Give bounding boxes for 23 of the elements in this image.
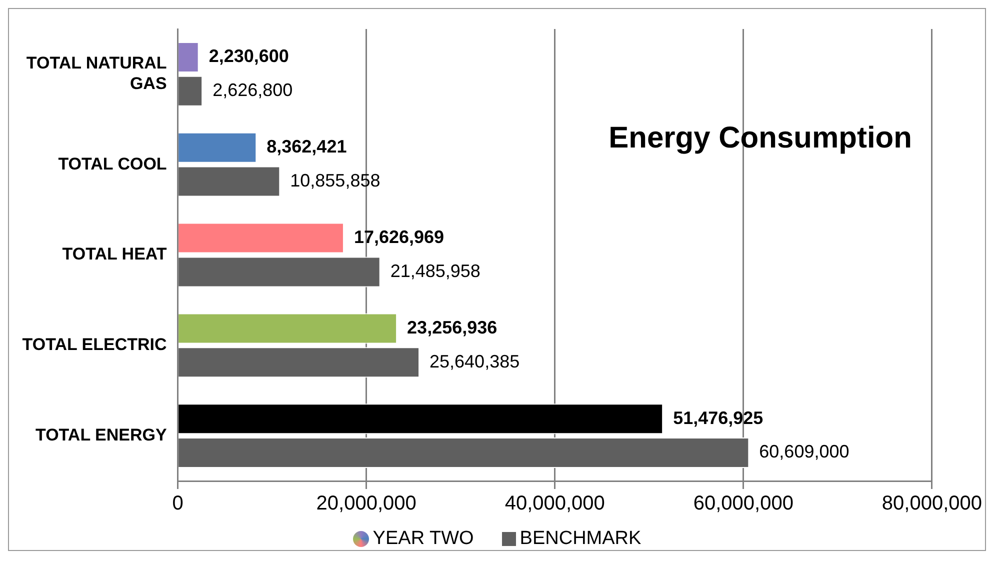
data-label: 21,485,958 xyxy=(390,260,480,281)
data-label: 2,230,600 xyxy=(208,46,289,66)
data-label: 8,362,421 xyxy=(266,136,347,157)
x-tick-label: 80,000,000 xyxy=(882,492,982,515)
data-label: 25,640,385 xyxy=(430,351,520,372)
y-tick-label: TOTAL HEAT xyxy=(62,244,168,264)
data-label: 51,476,925 xyxy=(673,408,764,428)
data-label: 23,256,936 xyxy=(407,317,498,338)
data-label: 2,626,800 xyxy=(212,80,293,100)
y-tick-label: TOTAL ELECTRIC xyxy=(22,335,167,354)
x-tick-label: 40,000,000 xyxy=(504,492,605,515)
data-label: 60,609,000 xyxy=(759,442,850,462)
y-tick-label: TOTAL NATURAL GAS xyxy=(26,54,167,94)
data-label: 17,626,969 xyxy=(354,227,444,248)
text: Energy Consumption xyxy=(608,121,912,154)
legend-label: BENCHMARK xyxy=(520,528,642,550)
y-tick-label: TOTAL COOL xyxy=(58,154,167,174)
y-tick-label: TOTAL ENERGY xyxy=(36,425,168,444)
x-tick-label: 20,000,000 xyxy=(316,492,416,515)
x-tick-label: 0 xyxy=(172,492,184,515)
x-tick-label: 60,000,000 xyxy=(693,492,794,515)
legend-label: YEAR TWO xyxy=(372,528,474,550)
data-label: 10,855,858 xyxy=(290,170,380,191)
